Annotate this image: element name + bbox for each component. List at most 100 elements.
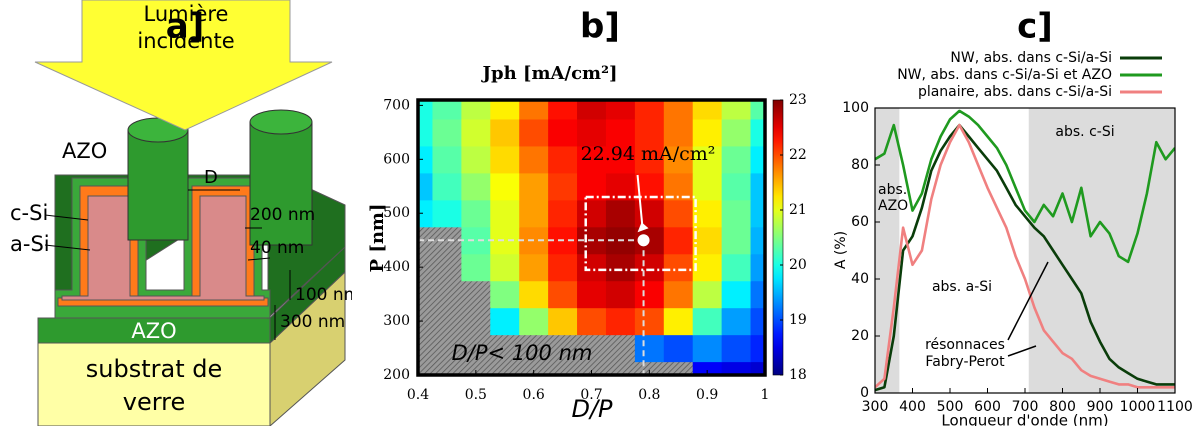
heat-cell: [692, 100, 723, 120]
heat-cell: [461, 253, 491, 282]
panel-label: a]: [166, 7, 204, 47]
excluded-cell: [490, 334, 520, 363]
region-label: abs.: [878, 182, 907, 198]
heat-cell: [663, 172, 694, 201]
heat-cell: [692, 118, 723, 147]
heat-cell: [692, 145, 723, 174]
legend-label: planaire, abs. dans c-Si/a-Si: [918, 84, 1112, 100]
y-tick-label: 500: [383, 205, 410, 221]
heat-cell: [432, 145, 462, 174]
excluded-cell: [432, 280, 462, 309]
heat-cell: [721, 118, 752, 147]
label-200: 200 nm: [250, 205, 315, 225]
heat-cell: [692, 280, 723, 309]
heat-cell: [750, 361, 765, 375]
heat-cell: [663, 145, 694, 174]
excluded-cell: [432, 253, 462, 282]
y-tick-label: 600: [383, 151, 410, 167]
y-tick-label: 300: [383, 313, 410, 329]
heat-cell: [721, 280, 752, 309]
heat-cell: [519, 253, 549, 282]
excluded-cell: [577, 361, 607, 375]
heat-cell: [577, 307, 607, 336]
heat-cell: [750, 145, 765, 174]
heat-cell: [663, 334, 694, 363]
region-label: abs. c-Si: [1055, 124, 1114, 140]
y-axis-label: P [nm]: [367, 204, 388, 273]
heat-cell: [490, 280, 520, 309]
colorbar: [772, 99, 784, 376]
excluded-cell: [418, 307, 434, 336]
heat-cell: [605, 100, 636, 120]
heat-cell: [519, 199, 549, 228]
heat-cell: [577, 145, 607, 174]
heat-cell: [721, 334, 752, 363]
label-300: 300 nm: [280, 312, 345, 332]
heat-cell: [721, 226, 752, 255]
excluded-cell: [519, 334, 549, 363]
heat-cell: [721, 145, 752, 174]
x-axis-label: D/P: [571, 395, 613, 423]
nanowire: [127, 129, 189, 241]
heat-cell: [605, 145, 636, 174]
heat-cell: [750, 100, 765, 120]
excluded-cell: [577, 334, 607, 363]
y-tick-label: 20: [851, 328, 869, 344]
nanowire-top: [249, 109, 313, 135]
excluded-cell: [490, 361, 520, 375]
heat-cell: [490, 172, 520, 201]
excluded-cell: [418, 334, 434, 363]
label-a-si: a-Si: [10, 232, 50, 256]
excluded-cell: [418, 280, 434, 309]
heat-cell: [663, 307, 694, 336]
dim-40: [247, 257, 271, 261]
heat-cell: [490, 145, 520, 174]
excluded-cell: [461, 334, 491, 363]
heat-cell: [519, 172, 549, 201]
x-tick-label: 0.7: [580, 387, 602, 403]
heat-cell: [605, 253, 636, 282]
heat-cell: [634, 253, 665, 282]
series-line: [875, 123, 1175, 389]
heat-cell: [548, 145, 578, 174]
excluded-cell: [432, 226, 462, 255]
heat-cell: [548, 280, 578, 309]
panel-label: b]: [580, 7, 620, 47]
heat-cell: [663, 199, 694, 228]
heat-cell: [692, 172, 723, 201]
heat-cell: [634, 280, 665, 309]
x-tick-label: 0.5: [465, 387, 487, 403]
series-line: [875, 109, 1175, 264]
heat-cell: [750, 280, 765, 309]
heat-cell: [663, 118, 694, 147]
heatmap-cells: [418, 100, 765, 375]
panel-label: c]: [1017, 7, 1053, 47]
excluded-cell: [548, 361, 578, 375]
heat-cell: [490, 118, 520, 147]
excluded-cell: [605, 361, 636, 375]
heat-cell: [663, 253, 694, 282]
x-tick-label: 1000: [1120, 399, 1156, 415]
heat-cell: [490, 307, 520, 336]
annotation: 22.94 mA/cm²: [581, 143, 716, 165]
x-tick-label: 500: [937, 399, 964, 415]
heat-cell: [461, 199, 491, 228]
heat-cell: [577, 199, 607, 228]
heat-cell: [663, 100, 694, 120]
heat-cell: [721, 361, 752, 375]
colorbar-tick-label: 23: [789, 92, 807, 108]
heat-cell: [490, 226, 520, 255]
heat-cell: [577, 280, 607, 309]
heat-cell: [750, 226, 765, 255]
annotation-arrow: [1007, 261, 1049, 341]
heat-cell: [634, 100, 665, 120]
excluded-cell: [432, 334, 462, 363]
excluded-cell: [418, 226, 434, 255]
region-label: Fabry-Perot: [925, 354, 1005, 370]
colorbar-tick-label: 20: [789, 257, 807, 273]
heat-cell: [548, 307, 578, 336]
annotation-arrowhead: [637, 222, 649, 233]
heat-cell: [432, 100, 462, 120]
x-tick-label: 0.6: [523, 387, 545, 403]
x-tick-label: 900: [1087, 399, 1114, 415]
